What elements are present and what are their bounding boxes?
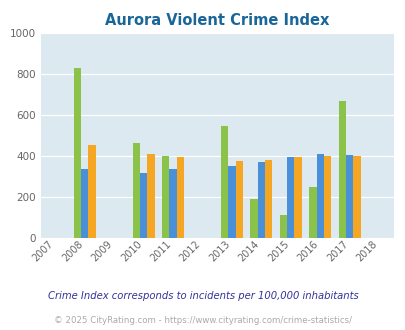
Bar	[352, 156, 360, 238]
Bar	[176, 157, 183, 238]
Bar	[250, 199, 257, 238]
Bar	[169, 169, 176, 238]
Bar	[228, 166, 235, 238]
Bar	[309, 187, 316, 238]
Bar	[74, 68, 81, 238]
Bar	[316, 154, 323, 238]
Bar	[162, 156, 169, 238]
Bar	[345, 155, 352, 238]
Bar	[323, 156, 330, 238]
Bar	[132, 144, 140, 238]
Bar	[294, 157, 301, 238]
Bar	[140, 173, 147, 238]
Bar	[147, 154, 154, 238]
Bar	[257, 162, 264, 238]
Bar	[264, 160, 272, 238]
Legend: Aurora, Indiana, National: Aurora, Indiana, National	[88, 329, 345, 330]
Bar	[81, 169, 88, 238]
Bar	[338, 101, 345, 238]
Bar	[286, 157, 294, 238]
Bar	[279, 215, 286, 238]
Text: © 2025 CityRating.com - https://www.cityrating.com/crime-statistics/: © 2025 CityRating.com - https://www.city…	[54, 316, 351, 325]
Bar	[88, 145, 96, 238]
Text: Crime Index corresponds to incidents per 100,000 inhabitants: Crime Index corresponds to incidents per…	[47, 291, 358, 301]
Bar	[220, 126, 228, 238]
Bar	[235, 161, 242, 238]
Title: Aurora Violent Crime Index: Aurora Violent Crime Index	[105, 13, 328, 28]
